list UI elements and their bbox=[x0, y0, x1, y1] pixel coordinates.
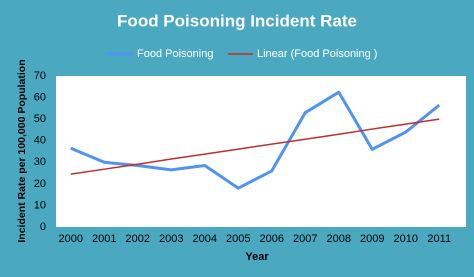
series-line bbox=[70, 118, 440, 175]
y-tick-label: 0 bbox=[40, 221, 46, 233]
y-tick-label: 20 bbox=[34, 178, 46, 190]
x-tick-label: 2003 bbox=[159, 233, 183, 245]
chart-title: Food Poisoning Incident Rate bbox=[117, 11, 357, 30]
y-tick-label: 40 bbox=[34, 135, 46, 147]
x-tick-label: 2009 bbox=[360, 233, 384, 245]
plot-area bbox=[56, 76, 466, 227]
y-axis-label: Incident Rate per 100,000 Population bbox=[16, 59, 28, 242]
y-tick-label: 60 bbox=[34, 91, 46, 103]
x-tick-label: 2002 bbox=[126, 233, 150, 245]
x-tick-label: 2008 bbox=[327, 233, 351, 245]
y-tick-label: 50 bbox=[34, 113, 46, 125]
legend-label: Food Poisoning bbox=[137, 48, 213, 60]
x-tick-label: 2006 bbox=[260, 233, 284, 245]
x-tick-label: 2005 bbox=[226, 233, 250, 245]
x-axis-label: Year bbox=[245, 251, 269, 263]
x-tick-label: 2001 bbox=[92, 233, 116, 245]
x-tick-label: 2000 bbox=[59, 233, 83, 245]
x-tick-label: 2007 bbox=[293, 233, 317, 245]
x-tick-label: 2011 bbox=[427, 233, 451, 245]
y-tick-label: 70 bbox=[34, 70, 46, 82]
legend-label: Linear (Food Poisoning ) bbox=[257, 48, 377, 60]
y-tick-label: 30 bbox=[34, 156, 46, 168]
y-tick-label: 10 bbox=[34, 199, 46, 211]
x-tick-label: 2010 bbox=[394, 233, 418, 245]
x-tick-label: 2004 bbox=[193, 233, 217, 245]
